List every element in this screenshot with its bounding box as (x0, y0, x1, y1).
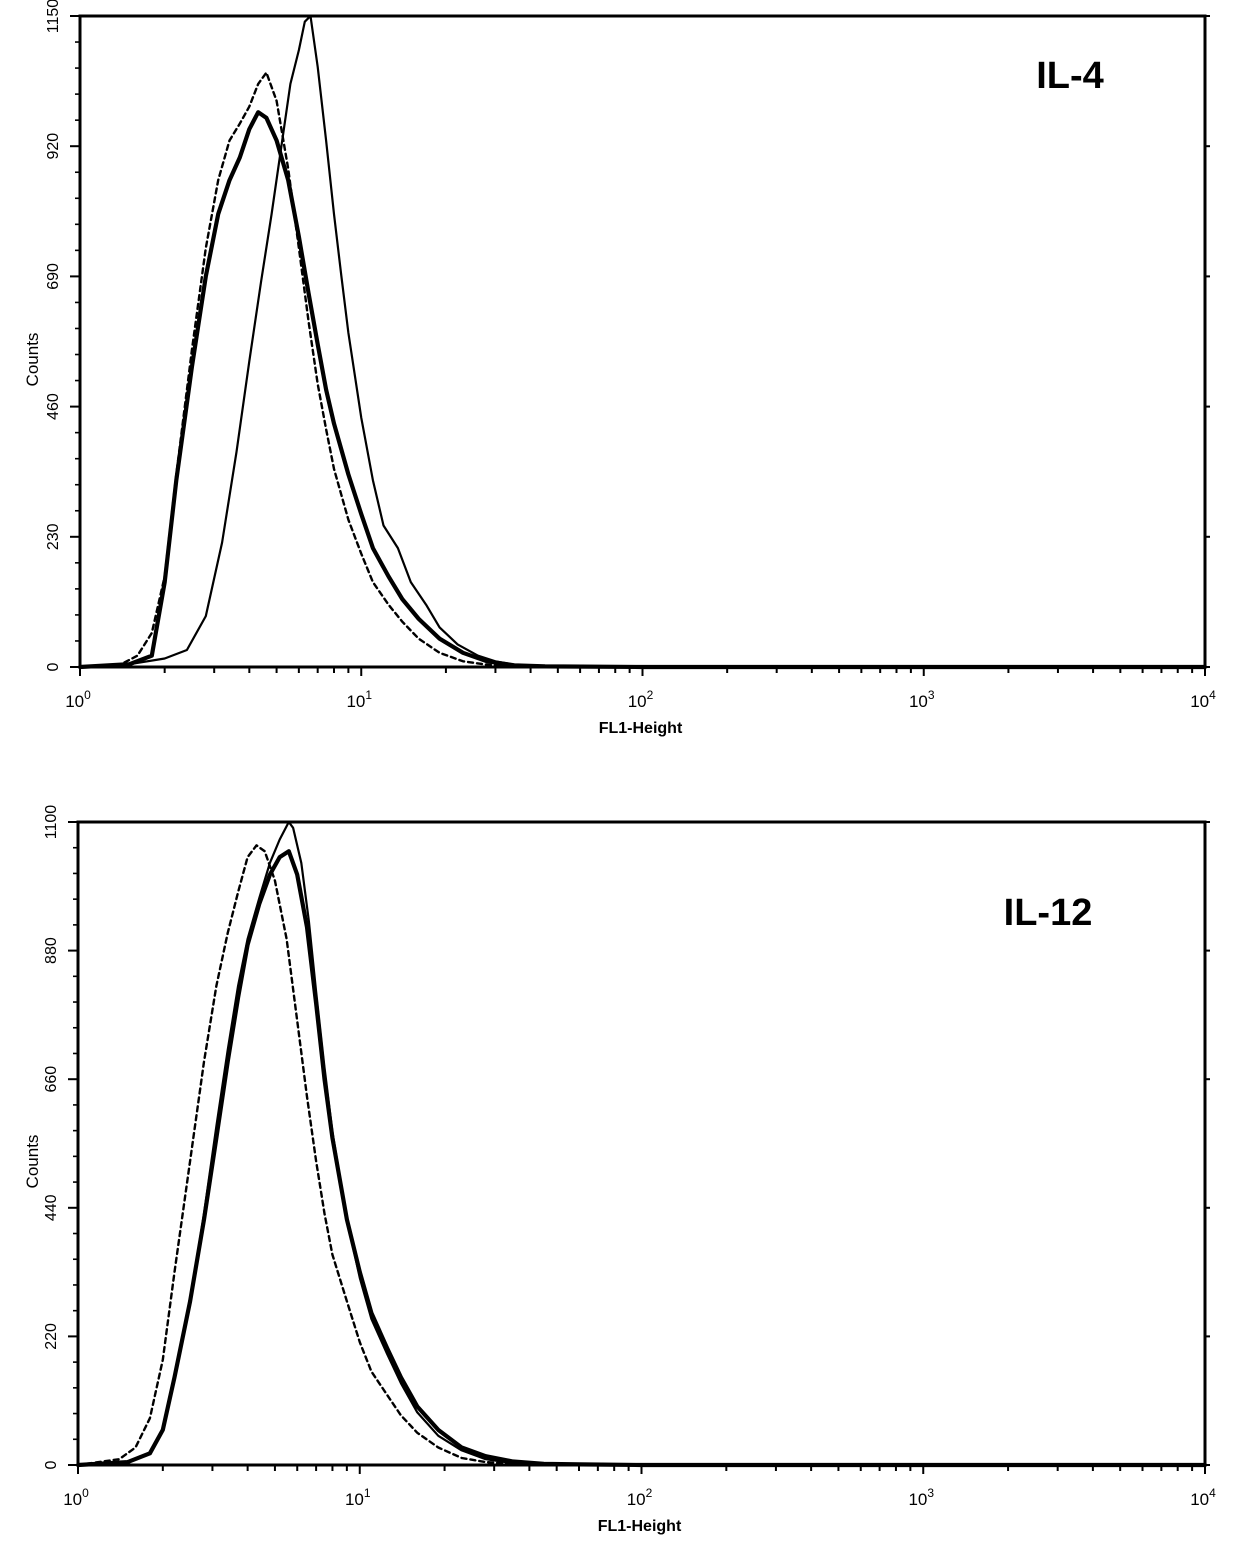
x-tick-label: 103 (908, 1486, 934, 1509)
x-tick-label: 100 (63, 1486, 89, 1509)
series-line-thin (76, 820, 1207, 1467)
y-tick-label: 660 (43, 1066, 60, 1093)
y-axis-label: Counts (23, 1135, 42, 1189)
x-axis-label: FL1-Height (598, 1518, 682, 1535)
x-tick-label: 100 (65, 688, 91, 711)
y-tick-label: 0 (43, 1460, 60, 1469)
series-line-dotted (76, 844, 1207, 1467)
x-tick-label: 101 (346, 688, 372, 711)
y-tick-label: 220 (43, 1323, 60, 1350)
y-tick-label: 920 (45, 133, 62, 160)
x-tick-label: 101 (345, 1486, 371, 1509)
y-tick-label: 1100 (43, 805, 60, 840)
y-tick-label: 460 (45, 393, 62, 420)
panel-title: IL-12 (1004, 892, 1093, 934)
plot-frame (78, 14, 1207, 669)
series-line-thick (77, 110, 1208, 670)
x-tick-label: 102 (628, 688, 654, 711)
x-tick-label: 104 (1190, 688, 1216, 711)
x-tick-label: 104 (1190, 1486, 1216, 1509)
y-tick-label: 230 (45, 523, 62, 550)
x-axis-label: FL1-Height (599, 720, 683, 737)
y-tick-label: 0 (45, 662, 62, 671)
x-tick-label: 103 (909, 688, 935, 711)
y-tick-label: 440 (43, 1194, 60, 1221)
series-line-thin (78, 14, 1207, 669)
y-tick-label: 1150 (45, 0, 62, 33)
y-tick-label: 690 (45, 263, 62, 290)
x-tick-label: 102 (627, 1486, 653, 1509)
panel-il4: 100 101 102 103 104 FL1-Height 0 230 460 690 920 11… (23, 0, 1216, 737)
y-tick-label: 880 (43, 937, 60, 964)
panel-title: IL-4 (1036, 55, 1104, 97)
y-axis-label: Counts (23, 333, 42, 387)
panel-il12: 100 101 102 103 104 FL1-Height 0 220 440 660 880 11… (23, 805, 1216, 1535)
